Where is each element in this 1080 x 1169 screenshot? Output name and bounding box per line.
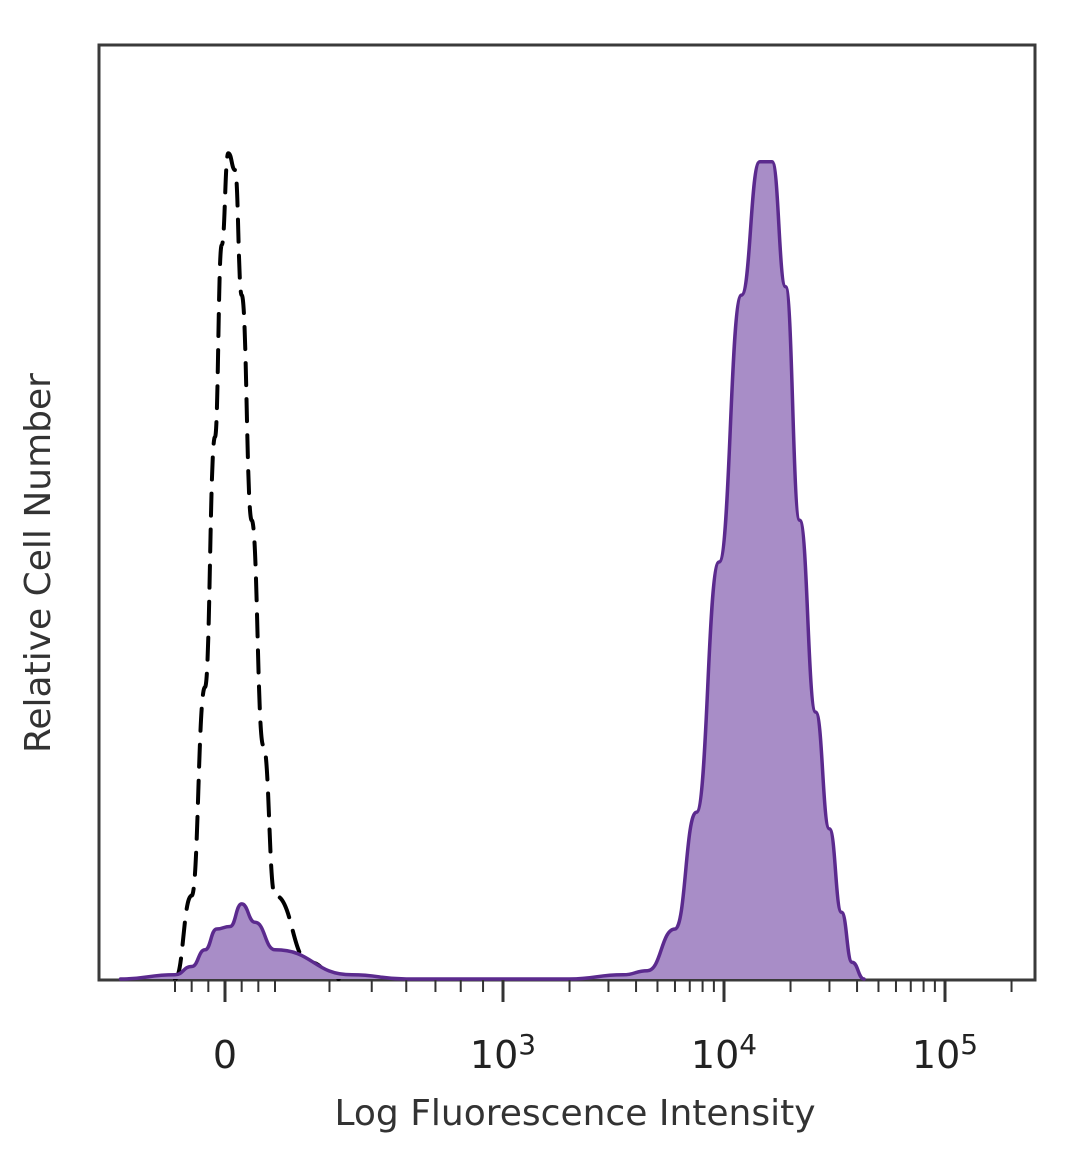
series-1-line xyxy=(118,159,866,981)
y-axis-title: Relative Cell Number xyxy=(18,373,59,753)
series-layer xyxy=(118,151,866,981)
x-tick-label: 0 xyxy=(213,1033,237,1077)
x-tick-label: 104 xyxy=(691,1028,757,1077)
x-major-ticks xyxy=(223,980,947,1002)
x-minor-ticks xyxy=(174,980,1013,992)
plot-frame xyxy=(97,43,1037,982)
x-tick-labels: 0 103 104 105 xyxy=(213,1028,978,1077)
x-axis-title: Log Fluorescence Intensity xyxy=(334,1093,815,1134)
series-1-fill xyxy=(120,161,864,979)
x-tick-label: 103 xyxy=(470,1028,536,1077)
series-0-line xyxy=(173,151,341,981)
x-tick-label: 105 xyxy=(912,1028,978,1077)
